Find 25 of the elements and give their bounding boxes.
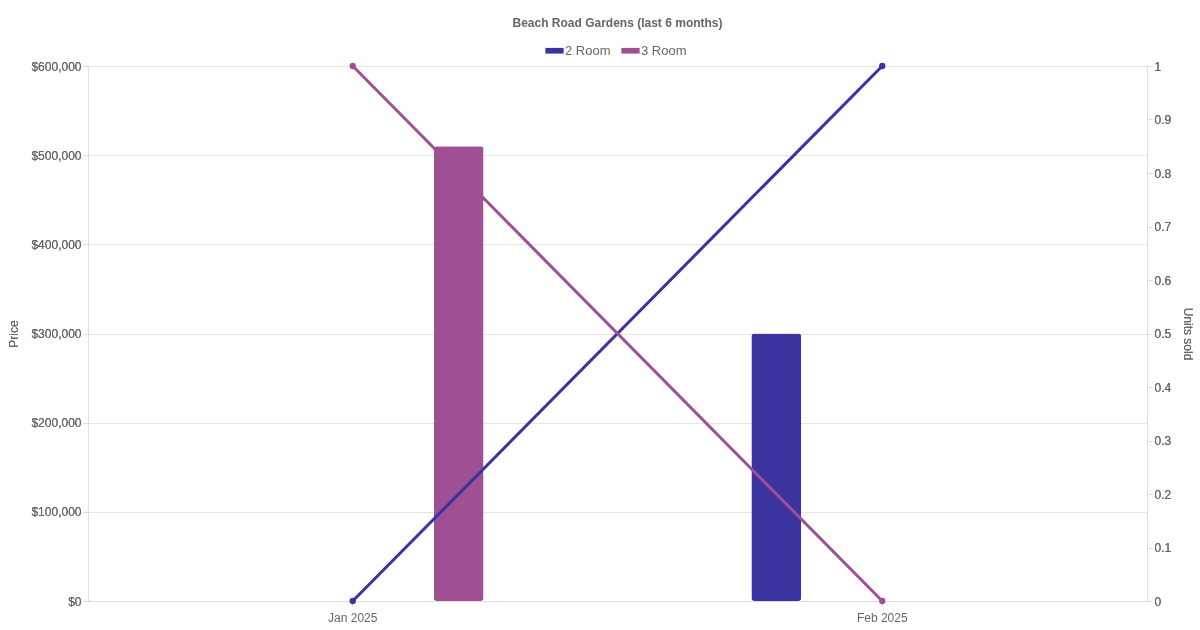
- y2-tick-label: 0: [1154, 594, 1162, 609]
- legend-label: 2 Room: [565, 42, 611, 58]
- y2-axis-title: Units sold: [1181, 307, 1196, 361]
- x-tick-label: Feb 2025: [856, 610, 908, 625]
- y2-tick-label: 1: [1154, 59, 1162, 74]
- y2-tick-label: 0.1: [1154, 541, 1172, 555]
- y2-tick-label: 0.9: [1154, 113, 1172, 127]
- legend-label: 3 Room: [641, 42, 687, 58]
- y2-tick-label: 0.3: [1154, 434, 1172, 448]
- y-tick-label: $500,000: [31, 148, 82, 163]
- x-tick-label: Jan 2025: [328, 610, 378, 625]
- y-tick-label: $0: [68, 594, 82, 609]
- y-tick-label: $600,000: [31, 59, 82, 74]
- y-tick-label: $400,000: [31, 237, 82, 252]
- y2-tick-label: 0.8: [1154, 166, 1172, 181]
- y-tick-label: $300,000: [31, 327, 82, 341]
- y-tick-label: $200,000: [31, 416, 82, 431]
- y2-tick-label: 0.5: [1154, 327, 1172, 341]
- y2-tick-label: 0.4: [1154, 380, 1172, 395]
- y2-tick-label: 0.6: [1154, 273, 1172, 288]
- y-axis-title: Price: [7, 320, 22, 348]
- y2-tick-label: 0.2: [1154, 487, 1172, 502]
- chart-title: Beach Road Gardens (last 6 months): [512, 16, 723, 30]
- y-tick-label: $100,000: [31, 505, 82, 520]
- y2-tick-label: 0.7: [1154, 220, 1172, 234]
